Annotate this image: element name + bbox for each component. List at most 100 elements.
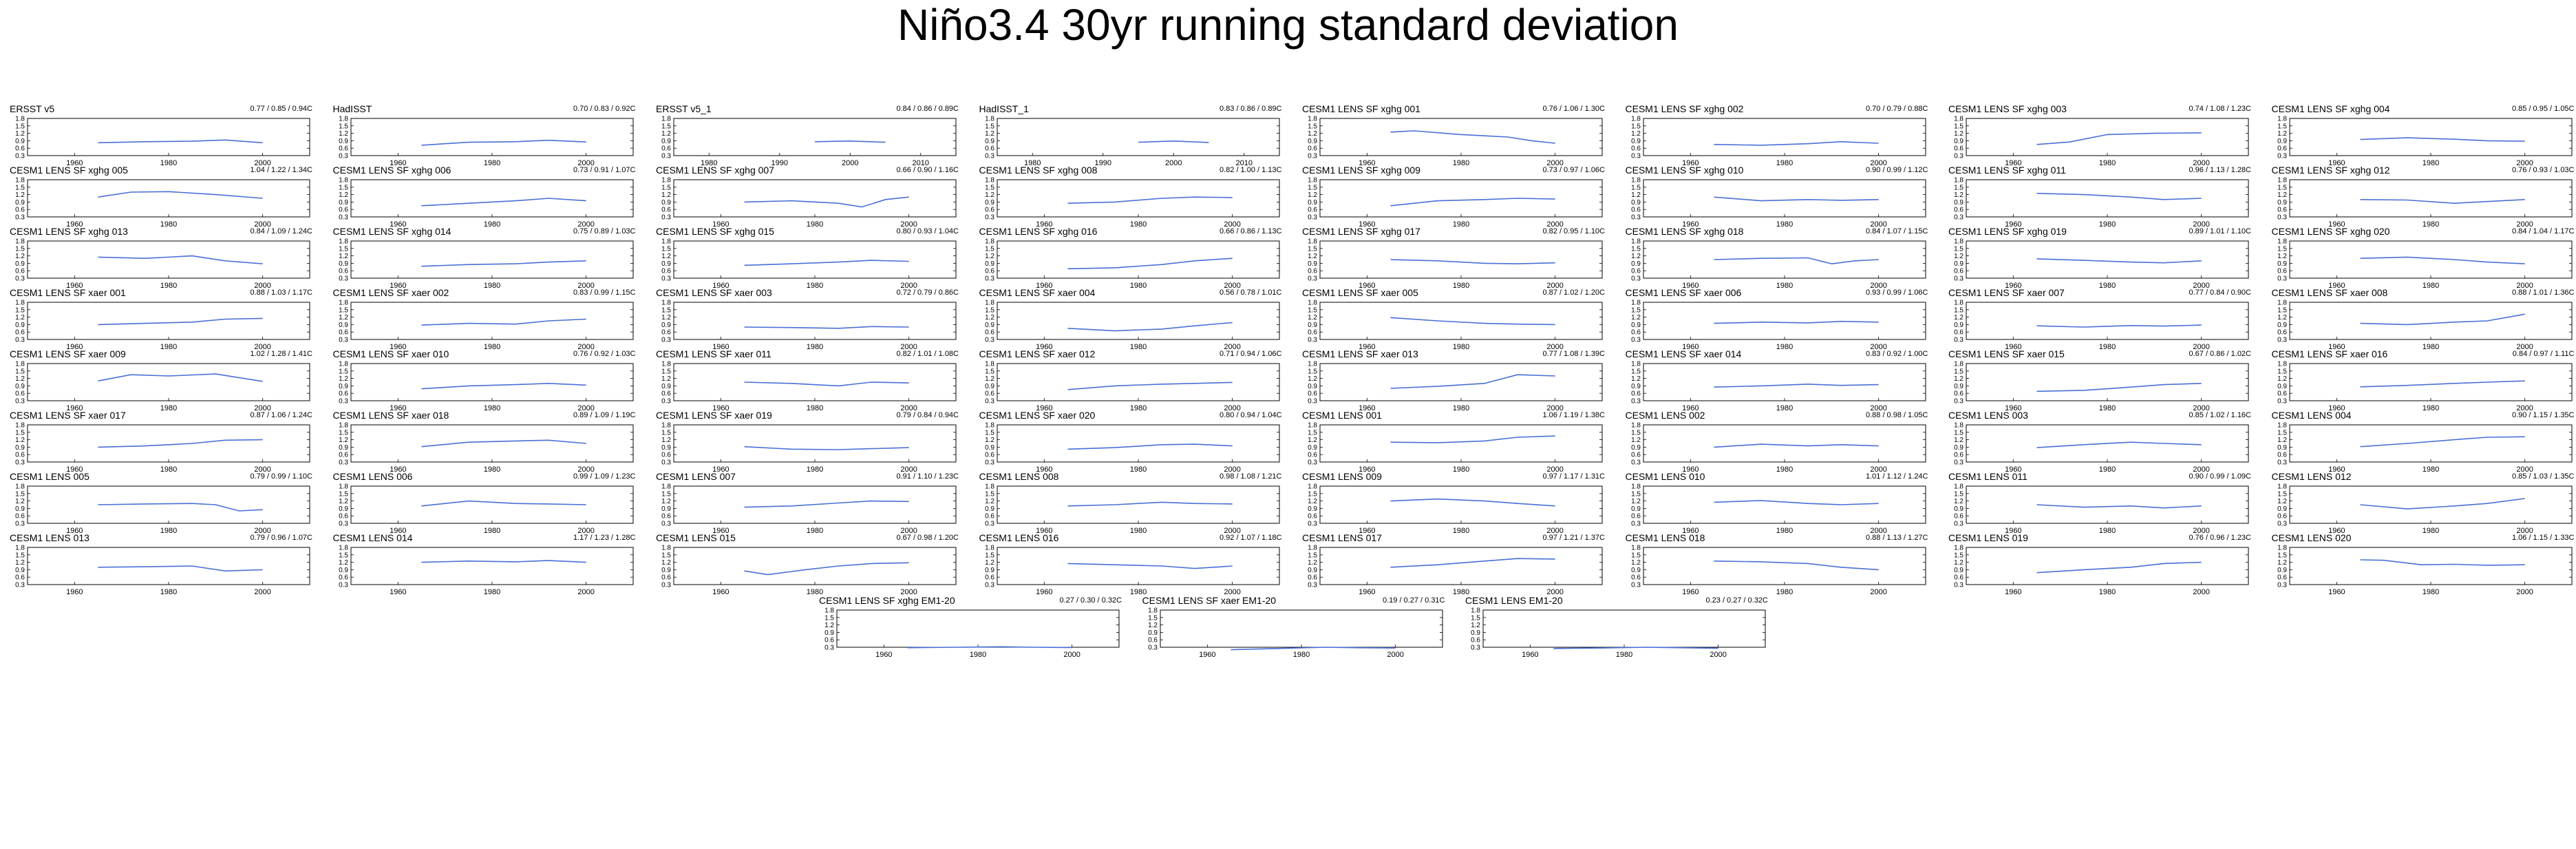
y-tick-label: 1.2 (985, 130, 994, 138)
panel-plot: 0.30.60.91.21.51.8 1960 1980 2000 (339, 300, 633, 351)
x-tick-label: 2000 (254, 404, 270, 412)
y-tick-label: 1.8 (339, 177, 348, 185)
y-tick-label: 0.9 (1631, 444, 1641, 452)
y-tick-label: 0.9 (1308, 567, 1317, 574)
y-tick-label: 1.2 (985, 253, 994, 260)
x-tick-label: 2000 (842, 159, 858, 167)
y-tick-label: 0.6 (339, 574, 348, 582)
x-tick-label: 1980 (2099, 465, 2116, 474)
y-tick-label: 1.2 (1954, 130, 1963, 138)
panel-plot: 0.30.60.91.21.51.8 1960 1980 2000 (661, 177, 957, 229)
panel-stats: 0.91 / 1.10 / 1.23C (896, 472, 959, 481)
plot-frame (1643, 547, 1926, 585)
x-tick-label: 1980 (807, 343, 823, 351)
plot-frame (1966, 485, 2249, 524)
panel-title: CESM1 LENS SF xaer 010 (332, 348, 449, 359)
y-tick-label: 1.8 (1308, 361, 1317, 368)
panel-stats: 0.92 / 1.07 / 1.18C (1219, 534, 1282, 542)
panel-stats: 0.87 / 1.06 / 1.24C (250, 411, 312, 419)
y-tick-label: 1.5 (2277, 123, 2287, 130)
series-line (1713, 384, 1879, 388)
chart-panel: CESM1 LENS SF xghg 003 0.74 / 1.08 / 1.23… (1948, 103, 2251, 168)
panel-title: CESM1 LENS 011 (1948, 471, 2027, 482)
y-tick-label: 0.9 (1308, 138, 1317, 145)
y-tick-label: 0.6 (15, 390, 25, 398)
y-tick-label: 0.3 (1954, 459, 1963, 467)
y-tick-label: 1.8 (15, 483, 25, 491)
chart-panel: CESM1 LENS SF xghg 006 0.73 / 0.91 / 1.07… (333, 165, 636, 229)
x-tick-label: 2000 (900, 465, 917, 474)
y-tick-label: 0.9 (2277, 199, 2287, 207)
y-tick-label: 0.3 (1308, 153, 1317, 160)
x-tick-label: 1960 (2005, 282, 2021, 290)
plot-frame (1966, 118, 2249, 156)
x-tick-label: 1980 (970, 651, 986, 659)
series-line (98, 439, 263, 448)
y-tick-label: 0.9 (1631, 567, 1641, 574)
series-line (2036, 132, 2202, 145)
y-tick-label: 0.9 (1308, 383, 1317, 390)
panel-title: HadISST (332, 103, 372, 114)
y-tick-label: 0.9 (339, 260, 348, 268)
panel-title: CESM1 LENS 006 (332, 471, 413, 482)
plot-frame (997, 302, 1279, 340)
x-tick-label: 1980 (1129, 343, 1146, 351)
series-line (2359, 256, 2525, 264)
panel-title: CESM1 LENS SF xghg 004 (2271, 103, 2390, 114)
plot-frame (1643, 240, 1926, 279)
chart-panel: CESM1 LENS SF xaer 001 0.88 / 1.03 / 1.17… (10, 287, 312, 352)
panel-stats: 0.90 / 0.99 / 1.12C (1865, 166, 1928, 174)
x-tick-label: 1960 (712, 527, 729, 535)
y-tick-label: 1.8 (985, 422, 994, 430)
panel-stats: 0.84 / 1.09 / 1.24C (250, 227, 312, 235)
y-tick-label: 1.2 (2277, 130, 2287, 138)
x-tick-label: 2000 (2516, 282, 2533, 290)
chart-panel: CESM1 LENS 007 0.91 / 1.10 / 1.23C 0.3 0.6 0… (656, 471, 959, 536)
y-tick-label: 1.5 (661, 184, 671, 191)
x-tick-label: 2000 (2516, 220, 2533, 229)
y-tick-label: 1.5 (339, 490, 348, 498)
panel-title: CESM1 LENS SF xghg 003 (1948, 103, 2067, 114)
panel-title: CESM1 LENS SF xaer 015 (1948, 348, 2065, 359)
chart-panel: CESM1 LENS 017 0.97 / 1.21 / 1.37C 0.3 0.6 0… (1302, 532, 1605, 597)
plot-frame (2289, 118, 2572, 156)
panel-plot: 0.30.60.91.21.51.8 1960 1980 2000 (1631, 483, 1926, 535)
y-tick-label: 0.3 (2277, 582, 2287, 589)
y-tick-label: 1.2 (2277, 375, 2287, 383)
x-tick-label: 2000 (1870, 588, 1886, 596)
y-tick-label: 0.3 (2277, 459, 2287, 467)
y-tick-label: 0.9 (1954, 138, 1963, 145)
x-tick-label: 1960 (1036, 527, 1052, 535)
y-tick-label: 1.5 (985, 306, 994, 314)
y-tick-label: 1.5 (661, 123, 671, 130)
y-tick-label: 0.3 (985, 337, 994, 344)
chart-panel: CESM1 LENS SF xaer 005 0.87 / 1.02 / 1.20… (1302, 287, 1605, 352)
panel-title: CESM1 LENS 005 (10, 471, 89, 482)
plot-frame (350, 179, 633, 218)
y-tick-label: 1.5 (1954, 123, 1963, 130)
x-tick-label: 1980 (1453, 282, 1469, 290)
y-tick-label: 1.8 (1308, 422, 1317, 430)
y-tick-label: 0.3 (985, 582, 994, 589)
chart-panel: CESM1 LENS SF xghg 020 0.84 / 1.04 / 1.17… (2272, 226, 2575, 291)
y-tick-label: 0.3 (15, 521, 25, 528)
y-tick-label: 0.3 (661, 337, 671, 344)
panel-plot: 0.30.60.91.21.51.8 1960 1980 2000 (1308, 177, 1603, 229)
y-tick-label: 1.8 (661, 361, 671, 368)
plot-frame (673, 118, 957, 156)
y-tick-label: 0.9 (339, 383, 348, 390)
y-tick-label: 1.5 (1308, 429, 1317, 437)
x-tick-label: 1980 (1453, 220, 1469, 229)
panel-plot: 0.30.60.91.21.51.8 1960 1980 2000 (1954, 483, 2249, 535)
y-tick-label: 1.5 (1954, 368, 1963, 375)
y-tick-label: 1.8 (15, 422, 25, 430)
series-line (1390, 374, 1555, 389)
y-tick-label: 0.9 (339, 322, 348, 329)
y-tick-label: 1.8 (339, 116, 348, 123)
plot-frame (1160, 609, 1443, 648)
x-tick-label: 2000 (1063, 651, 1080, 659)
y-tick-label: 0.3 (15, 459, 25, 467)
y-tick-label: 0.3 (339, 521, 348, 528)
y-tick-label: 1.5 (15, 429, 25, 437)
plot-frame (1319, 302, 1603, 340)
